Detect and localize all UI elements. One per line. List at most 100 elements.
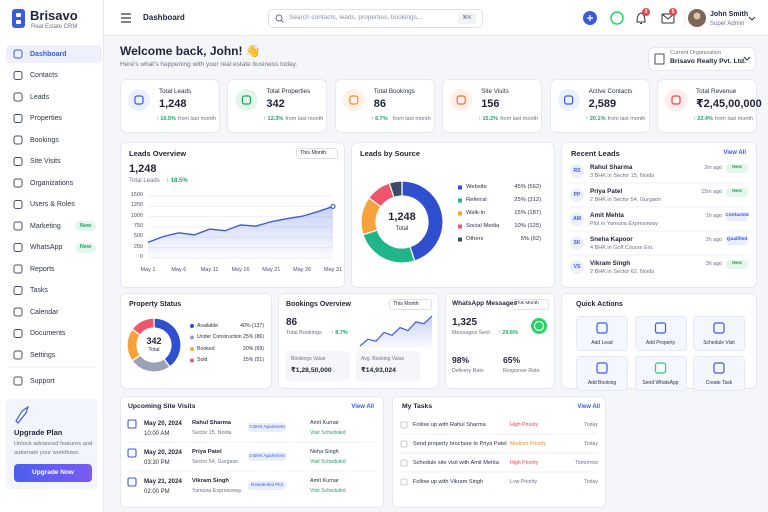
task-checkbox[interactable] <box>400 459 408 467</box>
upgrade-title: Upgrade Plan <box>14 428 63 437</box>
nav-item[interactable]: Dashboard <box>30 50 67 58</box>
period-text[interactable]: This Month <box>393 301 419 307</box>
nav-item[interactable]: Documents <box>30 330 66 337</box>
task-checkbox[interactable] <box>400 440 408 448</box>
legend-swatch <box>458 198 462 203</box>
task-text: Send property brochure to Priya Patel <box>413 440 507 447</box>
section-title: Upcoming Site Visits <box>128 403 196 410</box>
lead-time: 1h ago <box>705 213 722 219</box>
nav-item[interactable]: WhatsApp <box>30 244 63 251</box>
search-icon <box>280 19 284 23</box>
visit-status: Visit Scheduled <box>310 488 346 494</box>
action-label[interactable]: Send WhatsApp <box>642 380 679 386</box>
nav-item[interactable]: Site Visits <box>30 158 61 165</box>
view-all[interactable]: View All <box>351 404 374 410</box>
nav-item[interactable]: Properties <box>30 115 62 122</box>
nav-item[interactable]: Support <box>30 377 55 385</box>
kpi-note: from last month <box>285 116 324 122</box>
lead-detail: 4 BHK in Golf Course Ext. <box>590 245 654 251</box>
value-label: 10% (125) <box>514 222 541 229</box>
action-label[interactable]: Create Task <box>705 380 733 386</box>
upgrade-button-text[interactable]: Upgrade Now <box>32 469 74 476</box>
kpi-value: 1,248 <box>159 98 187 110</box>
legend-swatch <box>190 324 194 328</box>
action-label[interactable]: Add Booking <box>587 380 617 386</box>
lead-initials: AM <box>573 215 581 222</box>
period-select[interactable] <box>512 299 549 310</box>
visit-name: Rahul Sharma <box>192 420 231 426</box>
x-tick-label: May 21 <box>262 267 281 273</box>
org-selector[interactable] <box>648 47 756 71</box>
nav-icon <box>13 49 23 59</box>
period-text[interactable]: This Month <box>515 301 539 306</box>
period-select[interactable] <box>296 148 338 159</box>
nav-icon <box>13 135 23 145</box>
action-label[interactable]: Schedule Visit <box>703 340 735 346</box>
nav-icon <box>13 286 23 295</box>
task-text: Follow up with Rahul Sharma <box>413 421 486 428</box>
lead-name: Priya Patel <box>590 188 623 195</box>
tag-pill <box>248 423 286 432</box>
lead-status: Qualified <box>726 237 748 242</box>
nav-item[interactable]: Tasks <box>30 287 48 294</box>
kpi-label: Total Revenue <box>696 88 737 95</box>
user-name: John Smith <box>710 11 749 18</box>
nav-item[interactable]: Marketing <box>30 222 61 230</box>
nav-icon <box>13 221 23 231</box>
nav-item[interactable]: Reports <box>30 265 55 273</box>
kpi-label: Total Leads <box>159 88 192 95</box>
org-icon <box>654 53 665 65</box>
period-text[interactable]: This Month <box>300 150 327 156</box>
kpi-label: Active Contacts <box>588 88 633 95</box>
nav-item[interactable]: Settings <box>30 351 56 359</box>
nav-item[interactable]: Users & Roles <box>30 201 75 208</box>
view-all[interactable]: View All <box>577 404 600 410</box>
action-icon <box>596 362 608 374</box>
nav-item[interactable]: Calendar <box>30 308 59 316</box>
lead-avatar <box>570 212 584 226</box>
visit-date: May 21, 2024 <box>144 478 182 485</box>
box-value: ₹1,28,50,000 <box>291 367 332 374</box>
lead-name: Vikram Singh <box>590 260 631 267</box>
nav-active[interactable] <box>6 45 102 63</box>
y-tick-label: 250 <box>133 243 143 250</box>
nav-item[interactable]: Leads <box>30 93 50 101</box>
search-box[interactable] <box>268 9 483 28</box>
legend-label: Booked <box>197 345 215 352</box>
visit-tag: Residential Plot <box>251 482 283 487</box>
task-checkbox[interactable] <box>400 478 408 486</box>
lead-detail: 3 BHK in Sector 15, Noida <box>590 173 655 179</box>
status-pill <box>726 260 748 269</box>
welcome-subtitle: Here's what's happening with your real e… <box>120 61 298 68</box>
nav-item[interactable]: Contacts <box>30 72 58 79</box>
view-all[interactable]: View All <box>723 150 746 156</box>
action-label[interactable]: Add Property <box>645 340 676 346</box>
action-label[interactable]: Add Lead <box>591 340 613 346</box>
upgrade-button[interactable] <box>14 464 92 482</box>
legend-label: Referral <box>466 196 487 203</box>
nav-item[interactable]: Bookings <box>30 136 59 144</box>
action-icon <box>713 322 725 334</box>
x-tick-label: May 1 <box>140 267 156 273</box>
kpi-icon <box>563 95 574 105</box>
line <box>359 315 433 347</box>
kpi-label: Total Properties <box>266 88 311 95</box>
visit-agent: Neha Singh <box>310 449 339 455</box>
wa-stat-value: 98% <box>452 355 470 365</box>
task-checkbox[interactable] <box>400 421 408 429</box>
whatsapp-icon <box>610 11 624 25</box>
whatsapp-logo <box>531 318 547 334</box>
kpi-value: 156 <box>481 98 500 110</box>
lead-avatar <box>570 236 584 250</box>
nav-icon <box>13 264 23 274</box>
point <box>330 203 336 210</box>
legend-label: Others <box>466 235 484 242</box>
kpi-icon-bg <box>235 89 258 111</box>
period-select[interactable] <box>389 299 432 310</box>
visit-time: 10:00 AM <box>144 431 170 437</box>
section-title: Recent Leads <box>571 149 620 158</box>
x-tick-label: May 31 <box>323 267 343 273</box>
nav-badge-text: New <box>79 222 92 229</box>
nav-item[interactable]: Organizations <box>30 179 74 187</box>
